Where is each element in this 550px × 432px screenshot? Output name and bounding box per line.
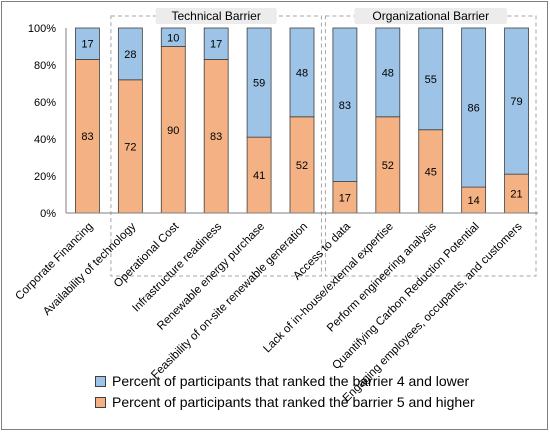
data-label-orange: 52	[296, 160, 308, 172]
bar-blue	[75, 27, 100, 60]
y-tick-label: 0%	[40, 208, 56, 220]
y-tick-label: 20%	[34, 171, 56, 183]
bar-blue	[117, 27, 143, 81]
data-label-orange: 41	[253, 170, 265, 182]
data-label-orange: 83	[81, 131, 93, 143]
data-label-blue: 59	[253, 78, 265, 90]
bar-blue	[504, 27, 529, 175]
bar-blue	[332, 27, 358, 182]
data-label-blue: 48	[382, 67, 394, 79]
data-label-orange: 14	[468, 195, 480, 207]
data-label-orange: 17	[339, 192, 351, 204]
data-label-orange: 21	[510, 189, 522, 201]
category-label: Infrastructure readiness	[130, 220, 224, 314]
data-label-blue: 83	[339, 100, 351, 112]
group-label-0: Technical Barrier	[171, 9, 260, 23]
legend-swatch-orange	[95, 396, 106, 408]
data-label-orange: 90	[167, 125, 179, 137]
data-label-blue: 10	[167, 32, 179, 44]
bar-orange	[203, 59, 229, 214]
data-label-blue: 17	[210, 39, 222, 51]
y-tick-label: 80%	[34, 60, 56, 72]
data-label-orange: 45	[425, 166, 437, 178]
bar-blue	[246, 27, 272, 138]
bar-blue	[418, 27, 444, 131]
data-label-blue: 86	[468, 103, 480, 115]
category-label: Feasibility of on-site renewable generat…	[149, 221, 310, 382]
bar-blue	[289, 27, 315, 118]
bar-blue	[160, 27, 186, 47]
data-label-orange: 83	[210, 131, 222, 143]
category-label: Quantifying Carbon Reduction Potential	[330, 221, 481, 372]
group-label-bg-1	[354, 8, 508, 24]
legend-item-orange: Percent of participants that ranked the …	[95, 393, 475, 411]
bar-blue	[203, 27, 229, 60]
data-label-blue: 79	[510, 96, 522, 108]
bar-orange	[75, 59, 100, 214]
legend-label-blue: Percent of participants that ranked the …	[112, 373, 470, 389]
group-label-1: Organizational Barrier	[372, 9, 489, 23]
bar-orange	[504, 173, 529, 214]
data-label-orange: 72	[124, 141, 136, 153]
data-label-orange: 52	[382, 160, 394, 172]
group-label-bg-0	[155, 8, 277, 24]
data-label-blue: 28	[124, 49, 136, 61]
legend-item-blue: Percent of participants that ranked the …	[95, 372, 469, 390]
data-label-blue: 48	[296, 67, 308, 79]
y-tick-label: 100%	[28, 23, 56, 35]
bar-blue	[375, 27, 401, 118]
bar-orange	[418, 129, 444, 214]
y-tick-label: 60%	[34, 97, 56, 109]
bar-orange	[461, 186, 487, 214]
legend-swatch-blue	[95, 375, 106, 387]
data-label-blue: 55	[425, 74, 437, 86]
data-label-blue: 17	[81, 39, 93, 51]
bar-blue	[461, 27, 487, 188]
legend-label-orange: Percent of participants that ranked the …	[112, 394, 475, 410]
y-tick-label: 40%	[34, 134, 56, 146]
category-label: Corporate Financing	[13, 221, 95, 303]
